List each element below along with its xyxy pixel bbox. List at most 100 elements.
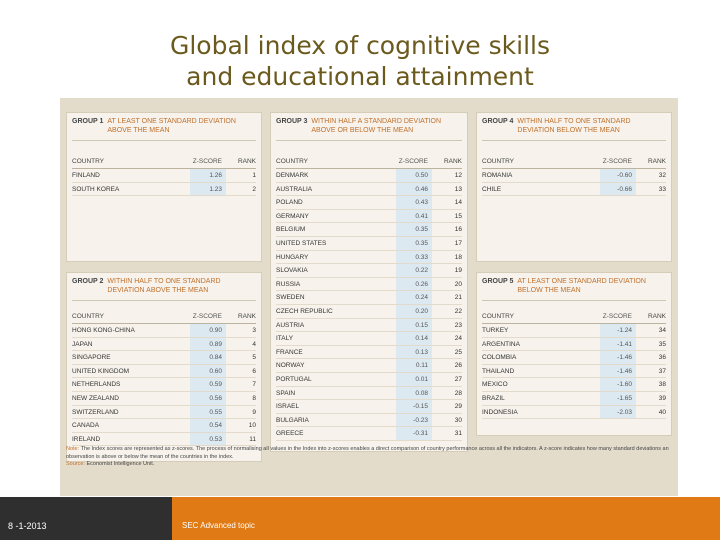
group-2-panel: GROUP 2 WITHIN HALF TO ONE STANDARD DEVI… [66, 272, 262, 462]
group-description: WITHIN HALF A STANDARD DEVIATION ABOVE O… [311, 118, 442, 134]
group-description: WITHIN HALF TO ONE STANDARD DEVIATION BE… [517, 118, 631, 134]
footer-caption: SEC Advanced topic [182, 521, 255, 530]
rank-cell: 33 [658, 185, 666, 193]
table-row: UNITED KINGDOM 0.60 6 [72, 364, 256, 379]
table-row: CANADA 0.54 10 [72, 419, 256, 433]
z-score-cell: 0.50 [396, 169, 432, 182]
z-score-cell: 0.24 [396, 291, 432, 304]
z-score-cell: -0.60 [600, 169, 636, 182]
table-row: ROMANIA -0.60 32 [482, 169, 666, 183]
z-score-cell: 0.08 [396, 386, 432, 400]
table-row: THAILAND -1.46 37 [482, 364, 666, 379]
rank-cell: 11 [249, 435, 256, 443]
footer-date-box: 8 -1-2013 [0, 497, 172, 540]
z-score-cell: -1.41 [600, 337, 636, 351]
z-score-cell: 0.84 [190, 351, 226, 364]
table-row: INDONESIA -2.03 40 [482, 405, 666, 420]
z-score-cell: 0.41 [396, 209, 432, 223]
country-cell: FINLAND [72, 172, 100, 179]
country-cell: JAPAN [72, 340, 93, 348]
source-text: Economist Intelligence Unit. [86, 461, 155, 467]
table-header: COUNTRY Z-SCORE RANK [482, 158, 666, 169]
slide-title-line-2: and educational attainment [186, 62, 534, 91]
country-cell: GREECE [276, 430, 304, 438]
table-row: ISRAEL -0.15 29 [276, 400, 462, 414]
z-score-cell: 0.59 [190, 378, 226, 391]
country-cell: CHILE [482, 185, 502, 193]
column-z-score: Z-SCORE [398, 158, 428, 165]
rank-cell: 7 [252, 381, 256, 389]
rank-cell: 36 [658, 354, 666, 362]
country-cell: THAILAND [482, 367, 515, 375]
table-header: COUNTRY Z-SCORE RANK [72, 158, 256, 169]
table-header: COUNTRY Z-SCORE RANK [276, 158, 462, 169]
country-cell: MEXICO [482, 381, 508, 389]
column-rank: RANK [443, 158, 462, 165]
z-score-cell: -0.31 [396, 427, 432, 440]
rank-cell: 17 [454, 239, 462, 247]
rank-cell: 2 [252, 185, 256, 193]
table-row: SWITZERLAND 0.55 9 [72, 405, 256, 420]
table-header: COUNTRY Z-SCORE RANK [482, 313, 666, 324]
table-header: COUNTRY Z-SCORE RANK [72, 313, 256, 324]
z-score-cell: -1.65 [600, 391, 636, 405]
country-cell: SINGAPORE [72, 354, 111, 362]
rank-cell: 16 [454, 226, 462, 234]
group-number: GROUP 2 [72, 278, 104, 285]
rank-cell: 29 [454, 403, 462, 411]
rank-cell: 12 [454, 172, 462, 179]
rank-cell: 3 [252, 327, 256, 334]
table-row: NORWAY 0.11 26 [276, 359, 462, 373]
country-cell: DENMARK [276, 172, 309, 179]
country-cell: BULGARIA [276, 416, 309, 424]
group-4-panel: GROUP 4 WITHIN HALF TO ONE STANDARD DEVI… [476, 112, 672, 262]
slide-title-line-1: Global index of cognitive skills [169, 31, 551, 60]
z-score-cell: 0.56 [190, 391, 226, 405]
rank-cell: 13 [454, 185, 462, 193]
group-3-panel: GROUP 3 WITHIN HALF A STANDARD DEVIATION… [270, 112, 468, 452]
rank-cell: 27 [454, 375, 462, 383]
table-row: CZECH REPUBLIC 0.20 22 [276, 304, 462, 319]
z-score-cell: 0.20 [396, 304, 432, 318]
table-row: COLOMBIA -1.46 36 [482, 351, 666, 365]
rank-cell: 25 [454, 348, 462, 356]
source-label: Source: [66, 461, 85, 467]
country-cell: BELGIUM [276, 226, 306, 234]
country-cell: PORTUGAL [276, 375, 312, 383]
rank-cell: 24 [454, 335, 462, 343]
table-row: IRELAND 0.53 11 [72, 432, 256, 447]
z-score-cell: 0.11 [396, 359, 432, 372]
table-row: TURKEY -1.24 34 [482, 324, 666, 338]
table-row: GREECE -0.31 31 [276, 427, 462, 441]
z-score-cell: -2.03 [600, 405, 636, 419]
table-row: BELGIUM 0.35 16 [276, 223, 462, 237]
table-row: BRAZIL -1.65 39 [482, 391, 666, 406]
table-row: DENMARK 0.50 12 [276, 169, 462, 183]
country-cell: FRANCE [276, 348, 303, 356]
table-row: POLAND 0.43 14 [276, 196, 462, 210]
note-label: Note: [66, 446, 80, 452]
z-score-cell: -1.46 [600, 364, 636, 378]
rank-cell: 9 [252, 408, 256, 416]
z-score-cell: 0.26 [396, 277, 432, 291]
table-row: RUSSIA 0.26 20 [276, 277, 462, 292]
group-1-panel: GROUP 1 AT LEAST ONE STANDARD DEVIATION … [66, 112, 262, 262]
z-score-cell: 0.60 [190, 364, 226, 378]
rank-cell: 21 [454, 294, 462, 302]
rank-cell: 8 [252, 394, 256, 402]
z-score-cell: 0.35 [396, 236, 432, 250]
country-cell: CZECH REPUBLIC [276, 307, 333, 315]
country-cell: BRAZIL [482, 394, 505, 402]
z-score-cell: 0.22 [396, 264, 432, 277]
group-description: AT LEAST ONE STANDARD DEVIATION ABOVE TH… [107, 118, 236, 134]
country-cell: ARGENTINA [482, 340, 520, 348]
country-cell: SOUTH KOREA [72, 185, 120, 193]
table-row: CHILE -0.66 33 [482, 182, 666, 197]
country-cell: HONG KONG-CHINA [72, 327, 135, 334]
rank-cell: 1 [252, 172, 256, 179]
country-cell: INDONESIA [482, 408, 518, 416]
column-country: COUNTRY [72, 313, 105, 320]
group-5-panel: GROUP 5 AT LEAST ONE STANDARD DEVIATION … [476, 272, 672, 436]
column-country: COUNTRY [276, 158, 309, 165]
table-row: SWEDEN 0.24 21 [276, 291, 462, 305]
